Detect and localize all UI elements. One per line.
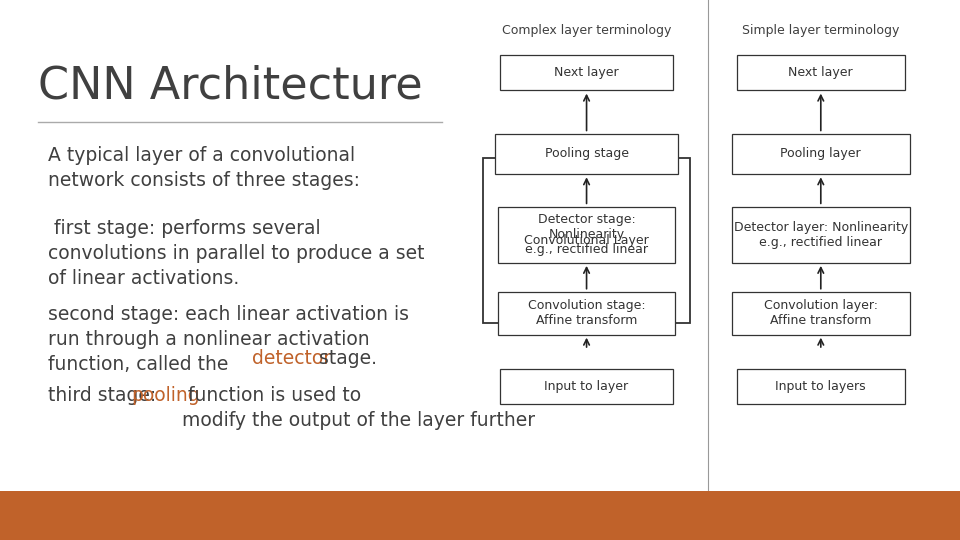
Text: Detector stage:
Nonlinearity
e.g., rectified linear: Detector stage: Nonlinearity e.g., recti… xyxy=(525,213,648,256)
FancyBboxPatch shape xyxy=(495,134,678,174)
Text: pooling: pooling xyxy=(132,386,200,405)
FancyBboxPatch shape xyxy=(497,292,676,335)
FancyBboxPatch shape xyxy=(732,292,910,335)
FancyBboxPatch shape xyxy=(732,134,910,174)
FancyBboxPatch shape xyxy=(500,56,673,90)
Text: CNN Architecture: CNN Architecture xyxy=(38,65,423,108)
FancyBboxPatch shape xyxy=(483,158,689,322)
Text: Next layer: Next layer xyxy=(788,66,853,79)
Text: Complex layer terminology: Complex layer terminology xyxy=(502,24,671,37)
Text: A typical layer of a convolutional
network consists of three stages:: A typical layer of a convolutional netwo… xyxy=(48,146,360,190)
Text: Convolution layer:
Affine transform: Convolution layer: Affine transform xyxy=(764,299,877,327)
Text: Input to layer: Input to layer xyxy=(544,380,629,393)
Text: Pooling stage: Pooling stage xyxy=(544,147,629,160)
Text: second stage: each linear activation is
run through a nonlinear activation
funct: second stage: each linear activation is … xyxy=(48,305,409,374)
Text: Convolutional Layer: Convolutional Layer xyxy=(524,234,649,247)
FancyBboxPatch shape xyxy=(737,56,904,90)
Text: Convolution stage:
Affine transform: Convolution stage: Affine transform xyxy=(528,299,645,327)
Text: Next layer: Next layer xyxy=(554,66,619,79)
Text: detector: detector xyxy=(252,349,331,368)
Text: function is used to
modify the output of the layer further: function is used to modify the output of… xyxy=(182,386,536,430)
Text: Simple layer terminology: Simple layer terminology xyxy=(742,24,900,37)
Text: third stage:: third stage: xyxy=(48,386,162,405)
Text: Input to layers: Input to layers xyxy=(776,380,866,393)
Text: first stage: performs several
convolutions in parallel to produce a set
of linea: first stage: performs several convolutio… xyxy=(48,219,424,288)
FancyBboxPatch shape xyxy=(497,206,676,263)
FancyBboxPatch shape xyxy=(732,206,910,263)
FancyBboxPatch shape xyxy=(737,369,904,404)
FancyBboxPatch shape xyxy=(500,369,673,404)
Text: Pooling layer: Pooling layer xyxy=(780,147,861,160)
FancyBboxPatch shape xyxy=(0,491,960,540)
Text: Detector layer: Nonlinearity
e.g., rectified linear: Detector layer: Nonlinearity e.g., recti… xyxy=(733,221,908,249)
Text: stage.: stage. xyxy=(313,349,377,368)
